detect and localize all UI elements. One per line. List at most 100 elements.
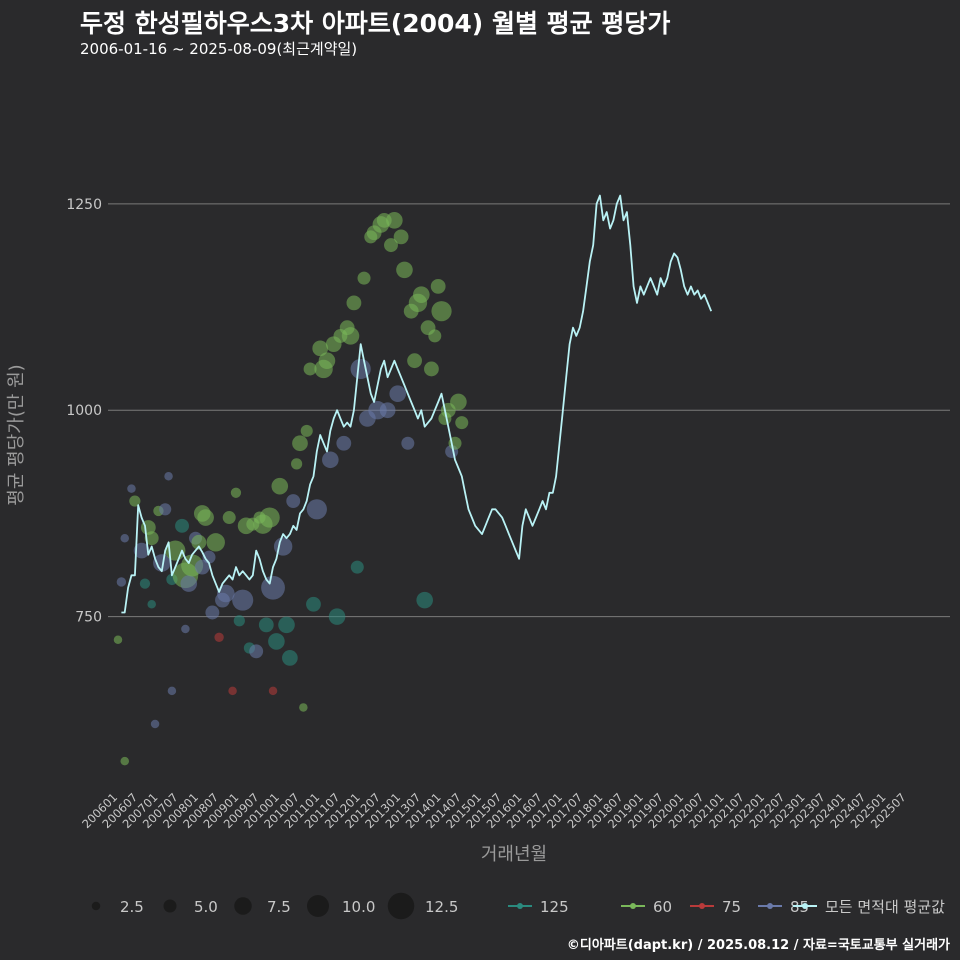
scatter-point xyxy=(153,554,171,572)
y-tick-label: 1000 xyxy=(66,403,102,419)
scatter-point xyxy=(133,542,150,559)
scatter-point xyxy=(278,616,295,634)
scatter-point xyxy=(261,575,285,600)
scatter-point xyxy=(233,615,245,627)
scatter-point xyxy=(431,301,452,322)
size-legend-label: 7.5 xyxy=(267,898,291,916)
scatter-point xyxy=(249,644,264,659)
scatter-point xyxy=(318,352,336,369)
color-legend-label: 모든 면적대 평균값 xyxy=(825,898,945,916)
scatter-point xyxy=(271,477,289,495)
size-legend-key xyxy=(387,892,415,920)
scatter-point xyxy=(150,719,160,729)
scatter-point xyxy=(336,435,352,451)
size-legend-key xyxy=(234,897,252,915)
scatter-point xyxy=(120,533,129,543)
scatter-point xyxy=(202,550,216,564)
scatter-point xyxy=(328,608,346,625)
scatter-point xyxy=(144,531,159,546)
scatter-point xyxy=(292,435,308,452)
scatter-point xyxy=(424,361,439,377)
color-legend-dot xyxy=(517,903,523,909)
scatter-point xyxy=(167,686,177,696)
scatter-point xyxy=(180,575,198,592)
scatter-point xyxy=(197,509,214,526)
color-legend-label: 60 xyxy=(653,898,672,916)
scatter-point xyxy=(139,578,151,589)
scatter-point xyxy=(312,340,329,357)
x-axis-label: 거래년월 xyxy=(481,844,547,865)
size-legend-key xyxy=(91,901,101,911)
y-tick-label: 750 xyxy=(75,610,102,626)
color-legend-dot xyxy=(699,903,705,909)
scatter-point xyxy=(386,212,403,229)
scatter-point xyxy=(282,650,298,666)
scatter-point xyxy=(291,458,303,470)
color-legend-dot xyxy=(802,903,808,909)
color-legend-dot xyxy=(767,903,773,909)
scatter-point xyxy=(258,617,274,633)
scatter-point xyxy=(350,560,364,574)
y-axis-label: 평균 평당가(만 원) xyxy=(6,364,27,505)
color-legend: 125 60 75 85 모든 면적대 평균값 xyxy=(508,898,945,916)
scatter-point xyxy=(230,487,242,498)
scatter-point xyxy=(159,503,172,516)
page-subtitle: 2006-01-16 ~ 2025-08-09(최근계약일) xyxy=(80,40,358,58)
scatter-point xyxy=(346,295,362,311)
scatter-point xyxy=(306,596,321,612)
scatter-point xyxy=(306,499,327,520)
scatter-point xyxy=(416,591,433,609)
scatter-point xyxy=(350,358,371,380)
scatter-point xyxy=(299,703,308,712)
y-tick-label: 1250 xyxy=(66,197,102,213)
scatter-point xyxy=(357,271,371,285)
average-line-group xyxy=(121,194,713,614)
scatter-point xyxy=(379,402,396,419)
size-legend-key xyxy=(307,895,329,917)
y-tick-labels: 750 1000 1250 xyxy=(66,197,102,626)
scatter-point xyxy=(127,484,136,493)
scatter-point xyxy=(217,584,235,603)
scatter-point xyxy=(214,632,224,642)
scatter-point xyxy=(164,472,173,481)
color-legend-label: 75 xyxy=(722,898,741,916)
scatter-point xyxy=(206,533,225,552)
scatter-point xyxy=(428,329,442,343)
size-legend-label: 2.5 xyxy=(120,898,144,916)
scatter-point xyxy=(430,278,446,294)
scatter-point xyxy=(401,436,415,450)
x-tick-labels: 2006012006072007012007072008012008072009… xyxy=(79,790,909,831)
scatter-point xyxy=(191,534,207,550)
color-legend-label: 125 xyxy=(540,898,569,916)
scatter-point xyxy=(300,424,313,437)
scatter-point xyxy=(194,559,210,575)
size-legend-label: 10.0 xyxy=(342,898,375,916)
scatter-point xyxy=(286,494,301,508)
scatter-point xyxy=(322,451,339,469)
scatter-point xyxy=(384,238,398,253)
average-line xyxy=(121,194,713,614)
scatter-point xyxy=(222,511,236,525)
scatter-point xyxy=(113,635,123,644)
scatter-point xyxy=(205,605,220,620)
size-legend-key xyxy=(163,899,177,913)
scatter-points xyxy=(113,212,469,766)
color-legend-dot xyxy=(630,903,636,909)
scatter-point xyxy=(268,633,285,650)
size-legend-label: 5.0 xyxy=(194,898,218,916)
scatter-point xyxy=(268,686,278,696)
source-caption: ©디아파트(dapt.kr) / 2025.08.12 / 자료=국토교통부 실… xyxy=(566,938,950,953)
scatter-point xyxy=(393,229,409,245)
scatter-point xyxy=(303,362,317,376)
scatter-point xyxy=(232,589,254,611)
gridlines xyxy=(108,203,950,618)
size-legend: 2.5 5.0 7.5 10.0 12.5 xyxy=(91,892,458,920)
scatter-point xyxy=(407,353,422,369)
scatter-point xyxy=(413,286,430,303)
scatter-point xyxy=(396,261,413,279)
scatter-point xyxy=(116,577,127,587)
scatter-point xyxy=(228,686,237,696)
scatter-point xyxy=(147,599,156,609)
scatter-point xyxy=(389,385,407,403)
